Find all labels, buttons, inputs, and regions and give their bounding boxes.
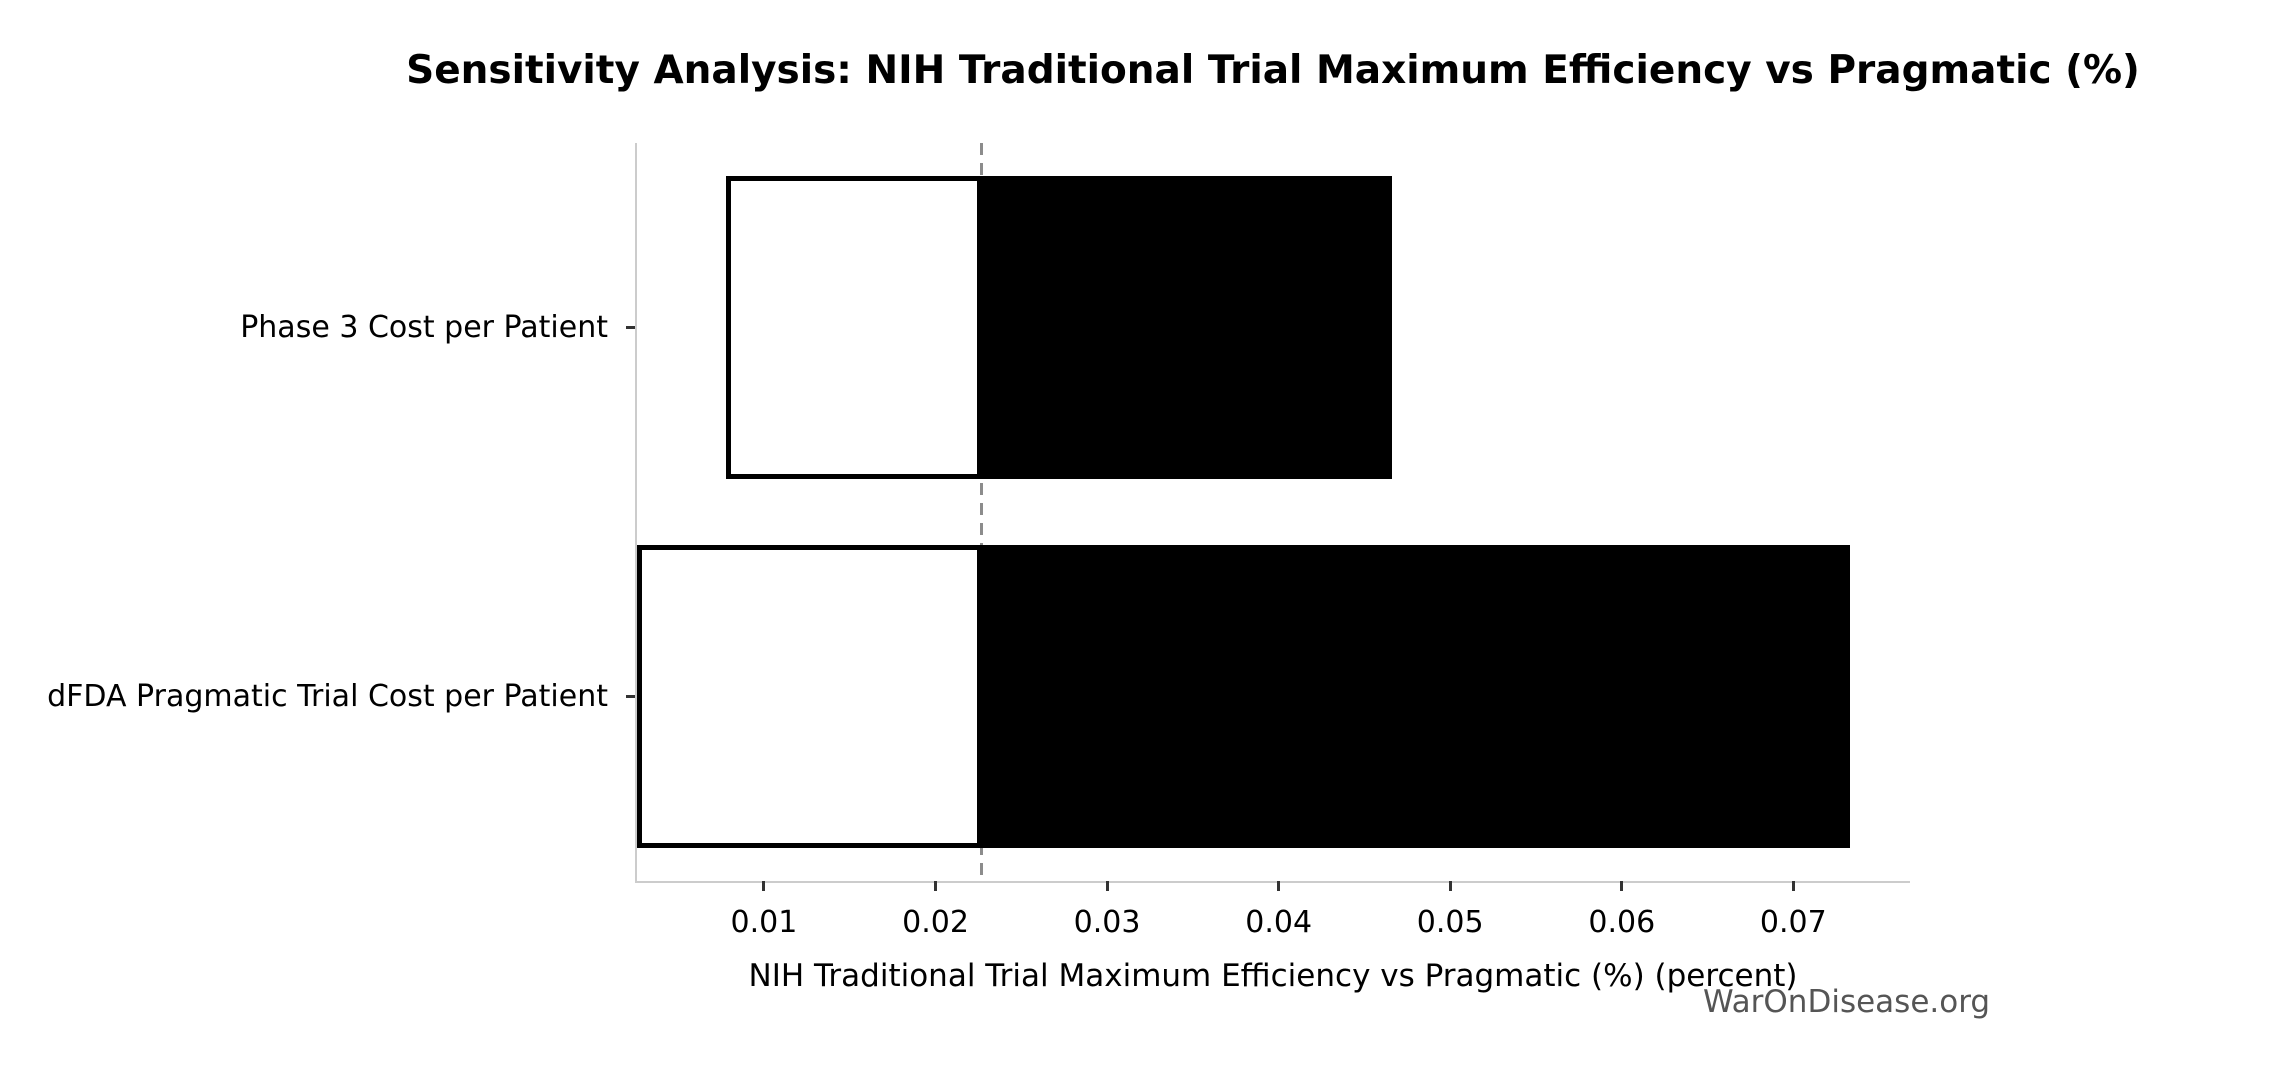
x-tick-label: 0.07 bbox=[1759, 905, 1827, 940]
y-tick-label: dFDA Pragmatic Trial Cost per Patient bbox=[47, 678, 608, 714]
y-tick-label: Phase 3 Cost per Patient bbox=[240, 309, 608, 345]
x-tick-label: 0.06 bbox=[1588, 905, 1656, 940]
y-tick-mark bbox=[626, 326, 635, 329]
bar-low-segment bbox=[637, 545, 982, 848]
x-tick-label: 0.01 bbox=[730, 905, 798, 940]
x-tick-mark bbox=[1105, 881, 1109, 891]
x-tick-mark bbox=[934, 881, 938, 891]
x-tick-label: 0.04 bbox=[1245, 905, 1313, 940]
bar-high-segment bbox=[981, 176, 1392, 479]
x-tick-label: 0.05 bbox=[1416, 905, 1484, 940]
chart-title: Sensitivity Analysis: NIH Traditional Tr… bbox=[406, 48, 2140, 93]
x-tick-mark bbox=[1277, 881, 1281, 891]
x-tick-mark bbox=[1791, 881, 1795, 891]
watermark: WarOnDisease.org bbox=[1703, 984, 1991, 1020]
x-axis-label: NIH Traditional Trial Maximum Efficiency… bbox=[748, 958, 1798, 994]
x-tick-mark bbox=[762, 881, 766, 891]
bar-low-segment bbox=[726, 176, 982, 479]
y-tick-mark bbox=[626, 695, 635, 698]
baseline-dashed-line bbox=[980, 143, 984, 881]
x-tick-label: 0.02 bbox=[902, 905, 969, 940]
x-tick-label: 0.03 bbox=[1073, 905, 1141, 940]
bar-high-segment bbox=[981, 545, 1850, 848]
plot-area: 0.01 0.02 0.03 0.04 0.05 0.06 0.07 bbox=[635, 143, 1910, 940]
x-tick-mark bbox=[1448, 881, 1452, 891]
x-tick-mark bbox=[1620, 881, 1624, 891]
